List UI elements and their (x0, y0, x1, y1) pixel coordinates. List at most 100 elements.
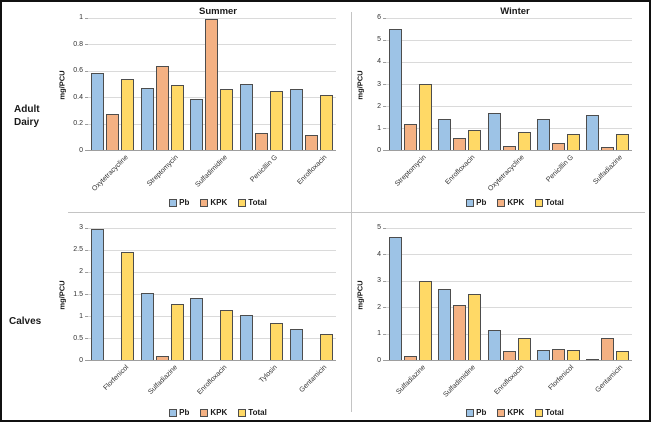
x-category-label: Gentamicin (594, 364, 625, 394)
gridline (386, 254, 632, 256)
y-tick-label: 1 (79, 312, 83, 320)
bar-pb (438, 119, 452, 150)
bar-total (566, 349, 580, 360)
gridline (88, 338, 336, 340)
bar-kpk (600, 337, 614, 360)
y-tick-label: 0 (377, 147, 381, 154)
bar-pb (140, 292, 154, 360)
bar-total (615, 351, 629, 360)
bar-pb (585, 358, 599, 360)
x-category-label: Enrofloxacin (444, 154, 477, 187)
y-tick-label: 3 (377, 80, 381, 88)
legend-swatch-total (535, 198, 544, 207)
bar-pb (389, 237, 403, 360)
y-tick-mark (85, 228, 88, 229)
bar-pb (487, 112, 501, 150)
y-tick-label: 0 (377, 357, 381, 364)
y-tick-mark (85, 272, 88, 274)
bar-kpk (304, 135, 318, 150)
legend-swatch-total (535, 408, 544, 417)
y-tick-mark (85, 44, 88, 46)
y-tick-label: 5 (377, 36, 381, 44)
legend-item-kpk: KPK (497, 198, 524, 207)
y-tick-mark (383, 360, 386, 361)
bar-total (220, 310, 234, 360)
x-category-label: Oxytetracycline (487, 154, 526, 193)
y-tick-mark (85, 150, 88, 151)
x-category-label: Sulfadimidine (194, 154, 229, 189)
bar-kpk (205, 19, 219, 150)
bar-pb (91, 73, 105, 150)
y-tick-mark (383, 18, 386, 19)
y-axis-title: mg/PCU (355, 279, 364, 310)
legend-swatch-pb (466, 198, 475, 207)
bar-group (484, 18, 533, 150)
bar-group (435, 18, 484, 150)
plot-row: mg/PCU 0 1 2 3 4 5 (354, 224, 646, 364)
x-category-label: Florfenicol (101, 364, 130, 392)
bar-total (220, 89, 234, 150)
x-axis: Streptomycin Enrofloxacin Oxytetracycline P… (386, 151, 632, 195)
row-label-line: Adult (14, 104, 40, 115)
chart-title (354, 215, 646, 228)
x-category-label: Enrofloxacin (493, 364, 526, 397)
gridline (88, 272, 336, 274)
y-tick-mark (85, 70, 88, 72)
bar-kpk (551, 349, 565, 360)
legend-label-total: Total (545, 198, 564, 207)
y-tick-label: 2.5 (73, 246, 83, 254)
legend-item-total: Total (535, 198, 564, 207)
legend-item-kpk: KPK (200, 408, 227, 417)
bar-kpk (404, 355, 418, 360)
x-axis: Oxytetracycline Streptomycin Sulfadimidine… (88, 151, 336, 195)
legend-item-pb: Pb (466, 198, 486, 207)
bar-group (534, 228, 583, 360)
bar-group (138, 228, 188, 360)
bar-group (286, 228, 336, 360)
plot-row: mg/PCU 0 0.5 1 1.5 2 2.5 3 (56, 224, 350, 364)
y-axis-title-wrap: mg/PCU (56, 228, 67, 361)
y-tick-label: 0.8 (73, 40, 83, 48)
gridline (386, 307, 632, 309)
legend: Pb KPK Total (354, 405, 646, 420)
x-category-label: Enrofloxacin (295, 154, 329, 187)
y-tick-mark (85, 294, 88, 295)
y-tick-label: 1 (79, 14, 83, 21)
legend: Pb KPK Total (354, 195, 646, 210)
bar-kpk (453, 137, 467, 150)
bar-pb (190, 98, 204, 150)
bar-pb (240, 84, 254, 150)
bar-group (386, 18, 435, 150)
row-label-adult-dairy: Adult Dairy (14, 103, 40, 129)
gridline (88, 294, 336, 295)
y-axis-title-wrap: mg/PCU (56, 18, 67, 151)
legend-item-total: Total (535, 408, 564, 417)
y-tick-mark (85, 18, 88, 19)
legend-swatch-total (238, 408, 247, 417)
legend: Pb KPK Total (56, 405, 350, 420)
bar-total (121, 252, 135, 360)
y-tick-label: 1 (377, 124, 381, 132)
y-axis: 0 0.5 1 1.5 2 2.5 3 (67, 224, 88, 364)
gridline (386, 228, 632, 229)
gridline (88, 316, 336, 318)
y-tick-mark (383, 128, 386, 130)
bar-pb (438, 288, 452, 360)
row-label-line: Dairy (14, 117, 40, 128)
x-category-label: Sulfadiazine (592, 154, 625, 186)
bar-group (484, 228, 533, 360)
legend-swatch-pb (169, 408, 178, 417)
legend-swatch-pb (466, 408, 475, 417)
y-tick-mark (85, 360, 88, 361)
bar-kpk (600, 146, 614, 150)
x-category-label: Gentamicin (298, 364, 329, 394)
bar-pb (190, 298, 204, 360)
x-category-label: Sulfadimidine (442, 364, 477, 399)
bar-group (237, 228, 287, 360)
legend: Pb KPK Total (56, 195, 350, 210)
plot-row: mg/PCU 0 1 2 3 4 5 6 (354, 14, 646, 154)
y-tick-label: 4 (377, 58, 381, 66)
x-category-label: Oxytetracycline (90, 154, 130, 193)
y-axis: 0 0.2 0.4 0.6 0.8 1 (67, 14, 88, 154)
chart-calves-winter: mg/PCU 0 1 2 3 4 5 Sulfadiazine Sulfadimidine E… (354, 215, 646, 420)
